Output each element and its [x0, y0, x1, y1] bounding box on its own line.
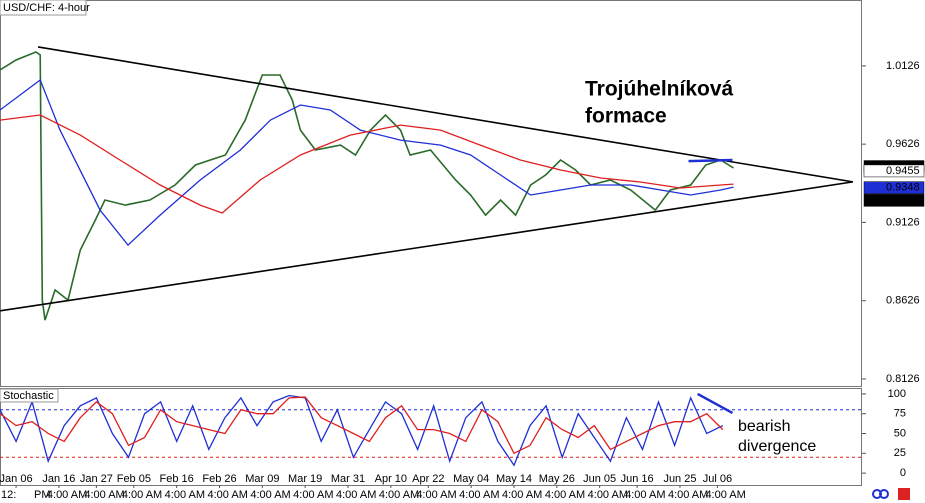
time-label: 4:00 AM	[545, 489, 585, 501]
time-label: PM	[34, 489, 51, 501]
x-tick-label: Apr 22	[412, 473, 444, 485]
y-tick-label: 0.8626	[886, 295, 920, 307]
y-tick-label: 100	[888, 388, 906, 400]
y-tick-label: 50	[894, 427, 906, 439]
x-tick-label: Jan 27	[80, 473, 113, 485]
time-label: 4:00 AM	[208, 489, 248, 501]
x-tick-label: May 14	[496, 473, 532, 485]
time-label: 4:00 AM	[336, 489, 376, 501]
y-tick-label: 75	[894, 408, 906, 420]
time-label: 4:00 AM	[459, 489, 499, 501]
x-tick-label: Jun 16	[621, 473, 654, 485]
link-icon[interactable]	[879, 489, 889, 499]
x-tick-label: Jun 25	[663, 473, 696, 485]
annotation: Trojúhelníková	[585, 78, 734, 101]
time-label: 4:00 AM	[165, 489, 205, 501]
x-tick-label: Mar 31	[331, 473, 365, 485]
x-tick-label: Jun 05	[583, 473, 616, 485]
panel-title: Stochastic	[3, 390, 54, 402]
time-label: 4:00 AM	[588, 489, 628, 501]
trend-line	[688, 158, 733, 163]
annotation: bearish	[738, 418, 790, 435]
y-tick-label: 1.0126	[886, 60, 920, 72]
x-tick-label: Jan 06	[0, 473, 33, 485]
time-label: 4:00 AM	[84, 489, 124, 501]
time-label: 4:00 AM	[293, 489, 333, 501]
price-label-box	[863, 194, 925, 207]
x-tick-label: Jul 06	[703, 473, 732, 485]
x-tick-label: Feb 16	[160, 473, 194, 485]
title-box	[0, 388, 59, 403]
icons[interactable]	[872, 488, 910, 500]
price-panel	[0, 0, 862, 387]
time-label: 4:00 AM	[379, 489, 419, 501]
price-label: 0.9455	[886, 165, 920, 177]
x-tick-label: Mar 09	[245, 473, 279, 485]
chart-title: USD/CHF: 4-hour	[3, 2, 90, 14]
price-label-box	[863, 181, 925, 194]
close-icon[interactable]	[898, 488, 910, 500]
time-label: 4:00 AM	[250, 489, 290, 501]
series-line	[0, 396, 724, 455]
price-label: 0.9267	[886, 194, 920, 206]
annotation: divergence	[738, 438, 816, 455]
y-tick-label: 0.9126	[886, 216, 920, 228]
y-tick-label: 0.8126	[886, 373, 920, 385]
y-tick-label: 0	[900, 467, 906, 479]
time-label: 4:00 AM	[47, 489, 87, 501]
time-label: 4:00 AM	[122, 489, 162, 501]
time-label: 4:00 AM	[502, 489, 542, 501]
title-box	[0, 0, 87, 16]
time-label: 4:00 AM	[625, 489, 665, 501]
x-tick-label: Apr 10	[375, 473, 407, 485]
time-label: 4:00 AM	[416, 489, 456, 501]
price-label: 0.9348	[886, 182, 920, 194]
x-tick-label: Feb 26	[202, 473, 236, 485]
y-tick-label: 0.9626	[886, 138, 920, 150]
series-line	[0, 78, 734, 247]
series-line	[0, 51, 734, 321]
series-line	[0, 114, 734, 214]
stochastic-panel	[0, 388, 862, 486]
series-line	[0, 394, 724, 467]
x-tick-label: Jan 16	[42, 473, 75, 485]
x-tick-label: May 26	[539, 473, 575, 485]
annotation: formace	[585, 105, 667, 128]
trend-line	[697, 392, 734, 415]
time-label: 4:00 AM	[705, 489, 745, 501]
x-tick-label: Feb 05	[117, 473, 151, 485]
y-tick-label: 25	[894, 447, 906, 459]
time-label: 12:	[1, 489, 16, 501]
time-label: 4:00 AM	[668, 489, 708, 501]
price-label-box	[863, 164, 925, 178]
x-tick-label: Mar 19	[288, 473, 322, 485]
x-tick-label: May 04	[453, 473, 489, 485]
trend-line	[0, 181, 854, 312]
